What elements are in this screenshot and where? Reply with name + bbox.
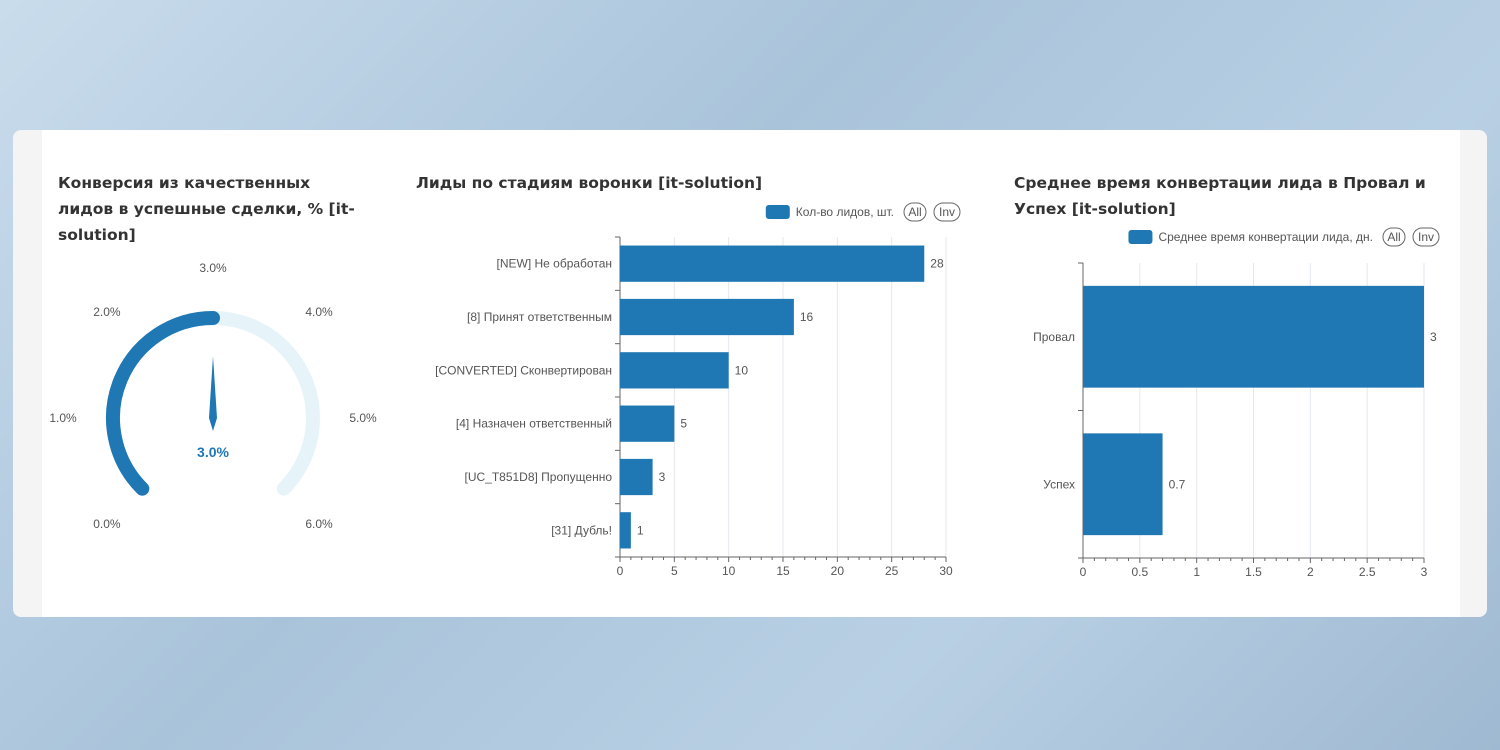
x-tick-label: 15 xyxy=(776,564,790,578)
legend-inv-label[interactable]: Inv xyxy=(939,205,955,219)
x-tick-label: 10 xyxy=(722,564,736,578)
bar[interactable] xyxy=(620,298,794,336)
bar-value-label: 5 xyxy=(680,417,687,431)
bar[interactable] xyxy=(1083,433,1163,536)
gauge-progress xyxy=(106,311,220,496)
gauge-tick-label: 3.0% xyxy=(199,261,227,275)
bar-value-label: 10 xyxy=(735,363,749,377)
gauge-tick-label: 6.0% xyxy=(305,517,333,531)
gauge-tick-label: 1.0% xyxy=(49,411,77,425)
bar-value-label: 16 xyxy=(800,310,814,324)
gauge-tick-label: 0.0% xyxy=(93,517,121,531)
category-label: [CONVERTED] Сконвертирован xyxy=(435,363,612,377)
x-tick-label: 5 xyxy=(671,564,678,578)
gauge-title: Конверсия из качественных лидов в успешн… xyxy=(58,174,355,244)
x-tick-label: 0 xyxy=(1080,565,1087,579)
gauge-tick-label: 5.0% xyxy=(349,411,377,425)
bar-value-label: 1 xyxy=(637,523,644,537)
bar[interactable] xyxy=(620,245,925,282)
legend-swatch[interactable] xyxy=(1128,230,1153,244)
legend-label[interactable]: Кол-во лидов, шт. xyxy=(796,205,894,219)
x-tick-label: 0.5 xyxy=(1131,565,1148,579)
category-label: [8] Принят ответственным xyxy=(467,310,612,324)
x-tick-label: 25 xyxy=(885,564,899,578)
bar-value-label: 3 xyxy=(659,470,666,484)
funnel-title: Лиды по стадиям воронки [it-solution] xyxy=(416,174,763,192)
category-label: [31] Дубль! xyxy=(551,523,612,537)
legend-all-label[interactable]: All xyxy=(908,205,921,219)
bar[interactable] xyxy=(1083,285,1424,388)
conversion-time-title: Среднее время конвертации лида в Провал … xyxy=(1014,174,1426,218)
legend-label[interactable]: Среднее время конвертации лида, дн. xyxy=(1158,230,1373,244)
x-tick-label: 2 xyxy=(1307,565,1314,579)
category-label: [NEW] Не обработан xyxy=(496,257,612,271)
legend-inv-button[interactable] xyxy=(933,202,961,222)
legend-inv-button[interactable] xyxy=(1412,227,1440,247)
bar-value-label: 3 xyxy=(1430,330,1437,344)
x-tick-label: 30 xyxy=(939,564,953,578)
legend-all-button[interactable] xyxy=(903,202,927,222)
gauge-tick-label: 4.0% xyxy=(305,305,333,319)
bar[interactable] xyxy=(620,512,631,549)
category-label: Провал xyxy=(1033,330,1075,344)
gauge-tick-label: 2.0% xyxy=(93,305,121,319)
category-label: Успех xyxy=(1043,477,1075,491)
x-tick-label: 0 xyxy=(617,564,624,578)
gauge-needle xyxy=(209,356,217,431)
bar-value-label: 28 xyxy=(930,257,944,271)
legend-swatch[interactable] xyxy=(765,205,790,219)
x-tick-label: 2.5 xyxy=(1359,565,1376,579)
category-label: [4] Назначен ответственный xyxy=(456,417,612,431)
bar-value-label: 0.7 xyxy=(1169,477,1186,491)
bar[interactable] xyxy=(620,458,653,496)
x-tick-label: 1 xyxy=(1193,565,1200,579)
x-tick-label: 1.5 xyxy=(1245,565,1262,579)
bar[interactable] xyxy=(620,405,675,442)
x-tick-label: 3 xyxy=(1421,565,1428,579)
legend-all-button[interactable] xyxy=(1382,227,1406,247)
x-tick-label: 20 xyxy=(831,564,845,578)
legend-inv-label[interactable]: Inv xyxy=(1418,230,1434,244)
category-label: [UC_T851D8] Пропущенно xyxy=(464,470,612,484)
legend-all-label[interactable]: All xyxy=(1387,230,1400,244)
bar[interactable] xyxy=(620,352,729,389)
gauge-value: 3.0% xyxy=(197,444,229,460)
